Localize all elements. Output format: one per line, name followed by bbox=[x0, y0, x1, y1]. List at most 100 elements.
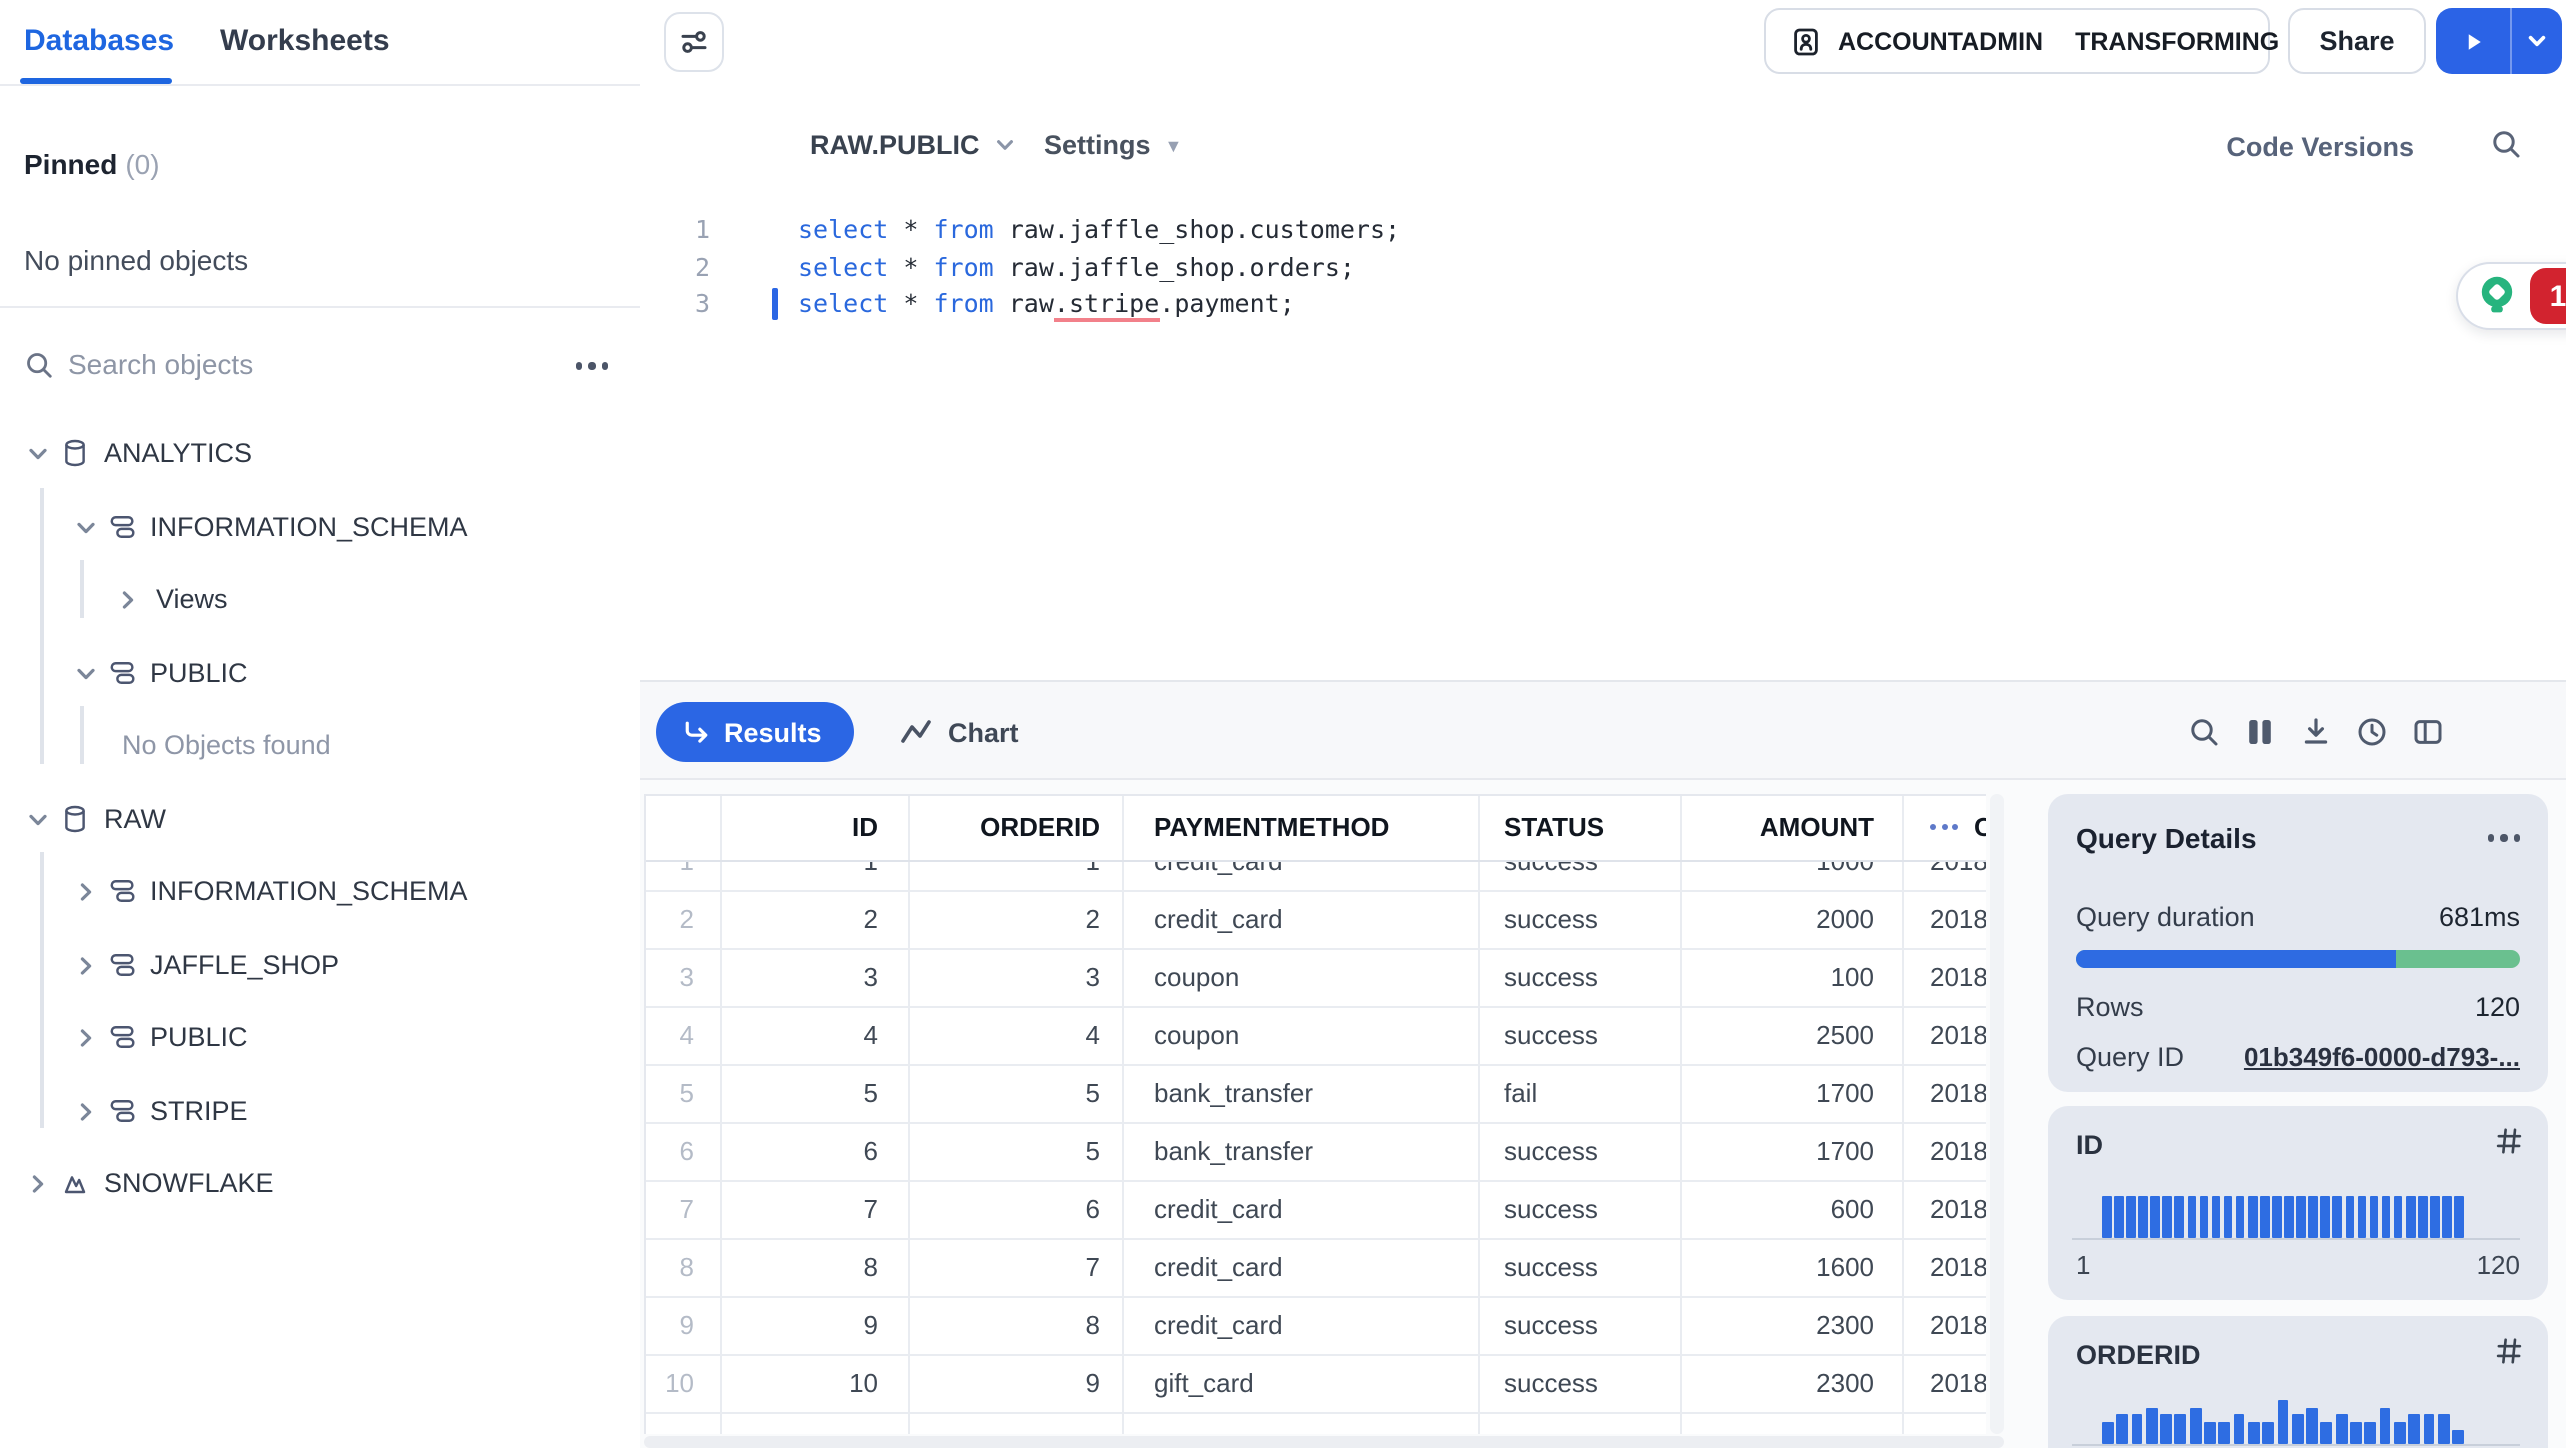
chevron-right-icon[interactable] bbox=[74, 880, 98, 904]
cell-orderid[interactable]: 5 bbox=[910, 1124, 1124, 1180]
cell-status[interactable]: success bbox=[1480, 1124, 1682, 1180]
chevron-right-icon[interactable] bbox=[116, 588, 140, 612]
cell-paymentmethod[interactable]: bank_transfer bbox=[1124, 1124, 1480, 1180]
cell-created[interactable]: 2018 bbox=[1904, 1066, 1986, 1122]
cell-status[interactable]: success bbox=[1480, 1008, 1682, 1064]
row-number[interactable]: 7 bbox=[646, 1182, 722, 1238]
editor-search-icon[interactable] bbox=[2490, 128, 2522, 160]
cell-amount[interactable]: 1700 bbox=[1682, 1124, 1904, 1180]
table-row[interactable]: 3 3 3 coupon success 100 2018 bbox=[646, 950, 1986, 1008]
table-row[interactable]: 6 6 5 bank_transfer success 1700 2018 bbox=[646, 1124, 1986, 1182]
sql-editor[interactable]: RAW.PUBLIC Settings ▼ Code Versions 1 sele… bbox=[640, 84, 2566, 680]
cell-amount[interactable]: 600 bbox=[1682, 1182, 1904, 1238]
tree-item-information-schema[interactable]: INFORMATION_SCHEMA bbox=[0, 491, 640, 564]
cell-amount[interactable]: 1700 bbox=[1682, 1066, 1904, 1122]
copilot-suggestion-badge[interactable]: 1 bbox=[2456, 262, 2566, 330]
row-number[interactable]: 10 bbox=[646, 1356, 722, 1412]
cell-orderid[interactable]: 9 bbox=[910, 1356, 1124, 1412]
run-options-button[interactable] bbox=[2510, 8, 2562, 74]
column-header-paymentmethod[interactable]: PAYMENTMETHOD bbox=[1124, 796, 1480, 860]
code-line[interactable]: 1 select * from raw.jaffle_shop.customers… bbox=[640, 212, 2566, 249]
cell-paymentmethod[interactable]: credit_card bbox=[1124, 1182, 1480, 1238]
hash-icon[interactable] bbox=[2494, 1126, 2524, 1156]
cell-orderid[interactable]: 4 bbox=[910, 1008, 1124, 1064]
cell-amount[interactable]: 1600 bbox=[1682, 1240, 1904, 1296]
cell-amount[interactable]: 2500 bbox=[1682, 1008, 1904, 1064]
tree-item-snowflake[interactable]: SNOWFLAKE bbox=[0, 1148, 640, 1221]
row-number[interactable]: 4 bbox=[646, 1008, 722, 1064]
code-line[interactable]: 3 select * from raw.stripe.payment; bbox=[640, 286, 2566, 323]
cell-amount[interactable]: 2000 bbox=[1682, 892, 1904, 948]
cell-orderid[interactable]: 5 bbox=[910, 1066, 1124, 1122]
cell-id[interactable]: 10 bbox=[722, 1356, 910, 1412]
query-id-link[interactable]: 01b349f6-0000-d793-... bbox=[2243, 1042, 2520, 1072]
cell-id[interactable]: 8 bbox=[722, 1240, 910, 1296]
query-details-menu[interactable] bbox=[2487, 834, 2520, 841]
history-icon[interactable] bbox=[2356, 716, 2388, 748]
cell-status[interactable]: fail bbox=[1480, 1066, 1682, 1122]
table-row[interactable]: 5 5 5 bank_transfer fail 1700 2018 bbox=[646, 1066, 1986, 1124]
column-header-status[interactable]: STATUS bbox=[1480, 796, 1682, 860]
cell-paymentmethod[interactable]: bank_transfer bbox=[1124, 1066, 1480, 1122]
cell-id[interactable]: 5 bbox=[722, 1066, 910, 1122]
row-number[interactable] bbox=[646, 1414, 722, 1434]
table-row[interactable]: 9 9 8 credit_card success 2300 2018 bbox=[646, 1298, 1986, 1356]
chevron-right-icon[interactable] bbox=[74, 953, 98, 977]
row-number[interactable]: 2 bbox=[646, 892, 722, 948]
column-menu-dots-icon[interactable] bbox=[1930, 824, 1958, 831]
cell-paymentmethod[interactable]: coupon bbox=[1124, 1008, 1480, 1064]
cell-orderid[interactable]: 6 bbox=[910, 1182, 1124, 1238]
cell-orderid[interactable]: 7 bbox=[910, 1240, 1124, 1296]
cell-id[interactable]: 9 bbox=[722, 1298, 910, 1354]
row-number[interactable]: 6 bbox=[646, 1124, 722, 1180]
tab-databases[interactable]: Databases bbox=[24, 24, 175, 58]
table-horizontal-scrollbar[interactable] bbox=[644, 1436, 2004, 1448]
cell-status[interactable]: success bbox=[1480, 1240, 1682, 1296]
cell-created[interactable]: 2018 bbox=[1904, 1298, 1986, 1354]
cell-id[interactable]: 6 bbox=[722, 1124, 910, 1180]
cell-status[interactable]: success bbox=[1480, 1356, 1682, 1412]
cell-status[interactable]: success bbox=[1480, 950, 1682, 1006]
chevron-right-icon[interactable] bbox=[74, 1099, 98, 1123]
tree-item-raw[interactable]: RAW bbox=[0, 783, 640, 856]
tree-item-views[interactable]: Views bbox=[0, 564, 640, 637]
cell-orderid[interactable]: 2 bbox=[910, 892, 1124, 948]
search-results-icon[interactable] bbox=[2188, 716, 2220, 748]
cell-status[interactable]: success bbox=[1480, 1298, 1682, 1354]
row-number[interactable]: 5 bbox=[646, 1066, 722, 1122]
cell-orderid[interactable]: 3 bbox=[910, 950, 1124, 1006]
tab-worksheets[interactable]: Worksheets bbox=[220, 24, 390, 58]
column-header-amount[interactable]: AMOUNT bbox=[1682, 796, 1904, 860]
cell-amount[interactable]: 2300 bbox=[1682, 1298, 1904, 1354]
chevron-down-icon[interactable] bbox=[26, 442, 50, 466]
table-row[interactable]: 8 8 7 credit_card success 1600 2018 bbox=[646, 1240, 1986, 1298]
cell-paymentmethod[interactable]: credit_card bbox=[1124, 892, 1480, 948]
split-panel-icon[interactable] bbox=[2412, 716, 2444, 748]
tree-item-jaffle-shop[interactable]: JAFFLE_SHOP bbox=[0, 929, 640, 1002]
code-line[interactable]: 2 select * from raw.jaffle_shop.orders; bbox=[640, 249, 2566, 286]
settings-dropdown[interactable]: Settings ▼ bbox=[1044, 130, 1183, 160]
worksheet-filters-button[interactable] bbox=[664, 12, 724, 72]
code-versions-button[interactable]: Code Versions bbox=[2226, 132, 2414, 162]
cell-paymentmethod[interactable]: gift_card bbox=[1124, 1356, 1480, 1412]
cell-status[interactable]: success bbox=[1480, 1182, 1682, 1238]
database-context-dropdown[interactable]: RAW.PUBLIC bbox=[810, 130, 1016, 160]
tree-item-analytics[interactable]: ANALYTICS bbox=[0, 418, 640, 491]
tree-item-information-schema[interactable]: INFORMATION_SCHEMA bbox=[0, 856, 640, 929]
chevron-down-icon[interactable] bbox=[26, 807, 50, 831]
tree-item-public[interactable]: PUBLIC bbox=[0, 637, 640, 710]
cell-id[interactable]: 7 bbox=[722, 1182, 910, 1238]
tree-item-stripe[interactable]: STRIPE bbox=[0, 1075, 640, 1148]
table-row[interactable]: 7 7 6 credit_card success 600 2018 bbox=[646, 1182, 1986, 1240]
column-header-orderid[interactable]: ORDERID bbox=[910, 796, 1124, 860]
cell-paymentmethod[interactable]: credit_card bbox=[1124, 1298, 1480, 1354]
row-number-header[interactable] bbox=[646, 796, 722, 860]
cell-created[interactable]: 2018 bbox=[1904, 892, 1986, 948]
table-row[interactable]: 2 2 2 credit_card success 2000 2018 bbox=[646, 892, 1986, 950]
tab-results[interactable]: Results bbox=[656, 702, 854, 762]
cell-amount[interactable]: 100 bbox=[1682, 950, 1904, 1006]
cell-orderid[interactable]: 8 bbox=[910, 1298, 1124, 1354]
cell-id[interactable]: 3 bbox=[722, 950, 910, 1006]
chevron-right-icon[interactable] bbox=[26, 1172, 50, 1196]
row-number[interactable]: 3 bbox=[646, 950, 722, 1006]
